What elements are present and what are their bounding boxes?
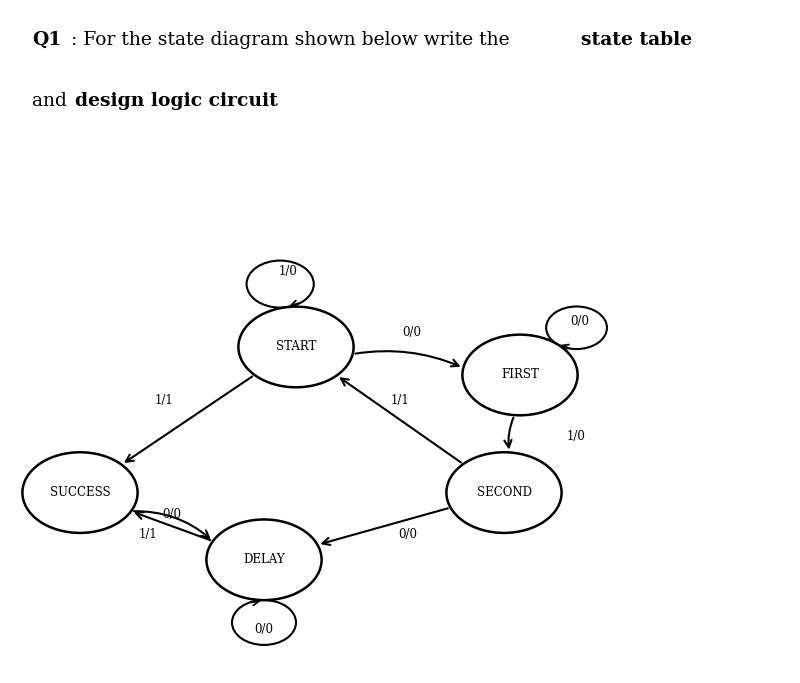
Text: 0/0: 0/0 xyxy=(402,326,422,339)
Text: 1/1: 1/1 xyxy=(138,528,158,541)
Text: Q1: Q1 xyxy=(32,31,62,48)
Text: 0/0: 0/0 xyxy=(162,508,182,522)
Text: design logic circuit: design logic circuit xyxy=(75,92,278,110)
Text: 1/1: 1/1 xyxy=(390,393,410,406)
Text: START: START xyxy=(276,340,316,354)
Text: and: and xyxy=(32,92,73,110)
Circle shape xyxy=(238,307,354,387)
Text: 1/0: 1/0 xyxy=(566,430,586,443)
Text: state table: state table xyxy=(581,31,692,48)
Circle shape xyxy=(446,452,562,533)
Circle shape xyxy=(462,335,578,415)
Text: SECOND: SECOND xyxy=(477,486,531,499)
Text: 1/1: 1/1 xyxy=(154,393,174,406)
Circle shape xyxy=(206,520,322,600)
Text: FIRST: FIRST xyxy=(501,368,539,382)
Text: 1/0: 1/0 xyxy=(278,265,298,278)
Circle shape xyxy=(22,452,138,533)
Text: SUCCESS: SUCCESS xyxy=(50,486,110,499)
Text: DELAY: DELAY xyxy=(243,553,285,566)
Text: 0/0: 0/0 xyxy=(254,624,274,637)
Text: 0/0: 0/0 xyxy=(570,316,590,329)
Text: : For the state diagram shown below write the: : For the state diagram shown below writ… xyxy=(71,31,516,48)
Text: 0/0: 0/0 xyxy=(398,528,418,541)
